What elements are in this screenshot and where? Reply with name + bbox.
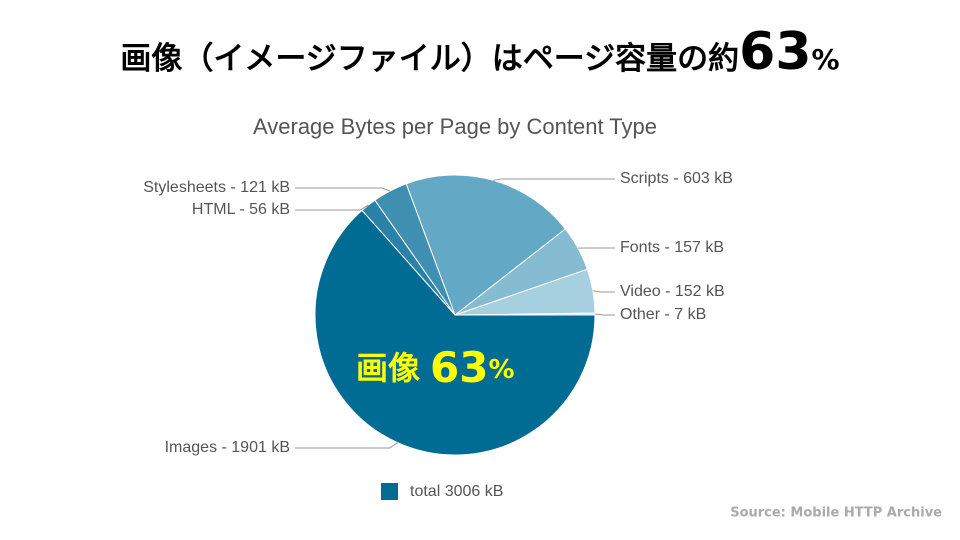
- slice-label: Images - 1901 kB: [165, 439, 290, 456]
- title-number: 63: [739, 22, 812, 82]
- slice-label: Scripts - 603 kB: [620, 170, 733, 187]
- leader-line: [295, 442, 398, 449]
- slice-label: Fonts - 157 kB: [620, 239, 724, 256]
- slice-label: HTML - 56 kB: [192, 201, 290, 218]
- slice-label: Stylesheets - 121 kB: [143, 179, 290, 196]
- slice-label: Other - 7 kB: [620, 306, 706, 323]
- legend-label: total 3006 kB: [410, 483, 503, 500]
- annotation-number: 63: [430, 343, 488, 392]
- leader-line: [594, 313, 615, 316]
- slice-label: Video - 152 kB: [620, 283, 725, 300]
- leader-line: [295, 187, 391, 192]
- title-text: 画像（イメージファイル）はページ容量の約: [120, 41, 740, 77]
- title-unit: %: [811, 43, 840, 76]
- leader-line: [592, 290, 615, 293]
- leader-line: [295, 204, 369, 211]
- annotation-text: 画像: [356, 349, 420, 387]
- annotation: 画像 63%: [356, 343, 515, 392]
- pie-slice: [314, 209, 596, 456]
- leader-line: [493, 178, 615, 181]
- legend-swatch: [381, 483, 398, 500]
- chart-title: Average Bytes per Page by Content Type: [253, 114, 657, 139]
- slide-title: 画像（イメージファイル）はページ容量の約63%: [0, 22, 960, 82]
- source: Source: Mobile HTTP Archive: [730, 506, 942, 521]
- annotation-unit: %: [488, 355, 514, 385]
